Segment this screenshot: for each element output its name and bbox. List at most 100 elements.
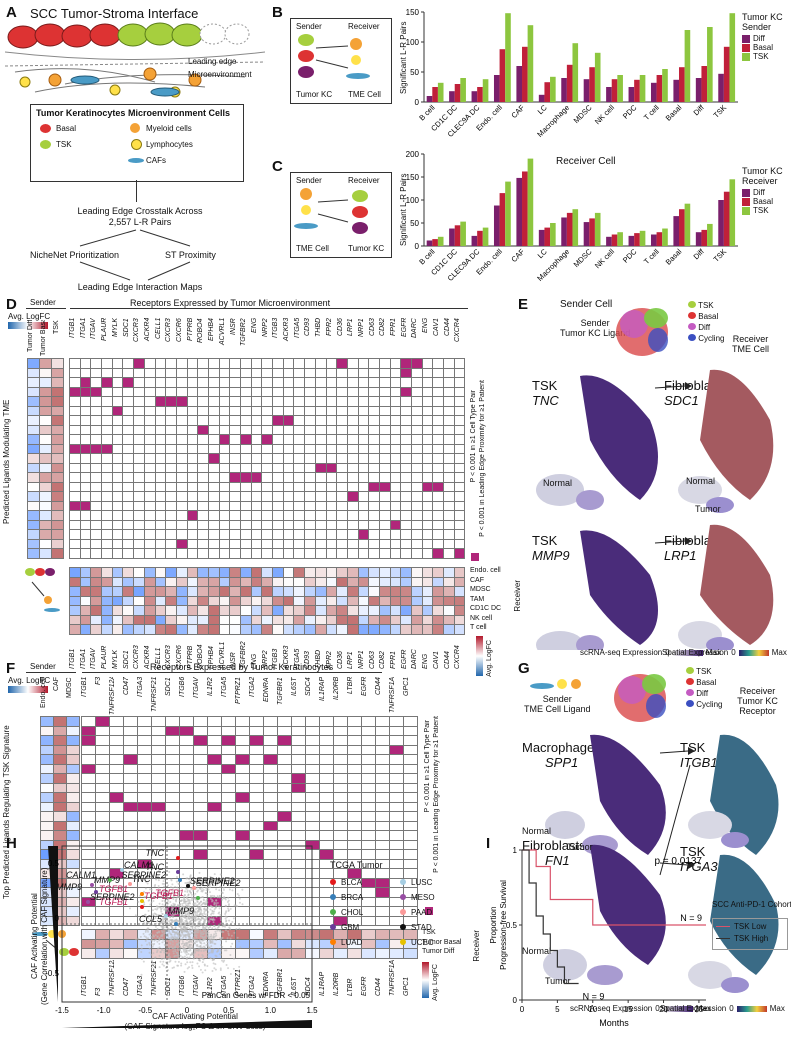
- interaction-cell: [144, 473, 156, 483]
- interaction-cell: [273, 387, 284, 397]
- interaction-cell: [70, 492, 81, 502]
- highlight-point: [196, 896, 200, 900]
- column-label: NRP1: [357, 318, 365, 337]
- receiver-cell: [110, 930, 124, 940]
- receiver-cell: [390, 625, 402, 635]
- interaction-cell: [454, 425, 466, 435]
- interaction-cell: [315, 454, 327, 464]
- row-label: Tumor Diff: [422, 948, 455, 955]
- receiver-cell: [250, 949, 264, 959]
- interaction-cell: [176, 397, 188, 407]
- interaction-cell: [222, 783, 236, 793]
- gene-point: [165, 951, 168, 954]
- gene-point: [210, 951, 213, 954]
- interaction-cell: [454, 482, 466, 492]
- gene-point: [143, 903, 146, 906]
- panel-g-tumor-label: Tumor: [567, 842, 593, 852]
- interaction-cell: [326, 397, 338, 407]
- interaction-cell: [82, 717, 96, 727]
- receiver-cell: [230, 606, 241, 616]
- interaction-cell: [305, 539, 316, 549]
- interaction-cell: [91, 549, 103, 559]
- interaction-cell: [315, 511, 327, 521]
- interaction-cell: [134, 463, 145, 473]
- column-label: EGFR: [361, 976, 368, 996]
- x-tick-label: MDSC: [572, 247, 594, 269]
- sender-cell: [54, 888, 67, 898]
- receiver-cell: [444, 577, 455, 587]
- gene-point: [176, 912, 179, 915]
- gene-point: [228, 919, 231, 922]
- gene-point: [183, 894, 186, 897]
- receiver-cell: [326, 568, 338, 578]
- gene-point: [215, 899, 218, 902]
- interaction-cell: [187, 511, 199, 521]
- bar-basal: [679, 209, 685, 246]
- receiver-cell: [222, 949, 236, 959]
- sender-cell: [41, 717, 54, 727]
- sender-cell: [54, 907, 67, 917]
- interaction-cell: [334, 859, 348, 869]
- interaction-cell: [306, 897, 320, 907]
- receiver-cell: [187, 568, 199, 578]
- interaction-cell: [166, 802, 180, 812]
- interaction-cell: [283, 387, 295, 397]
- interaction-cell: [80, 501, 92, 511]
- gene-point: [222, 879, 225, 882]
- gene-point: [145, 875, 148, 878]
- receiver-cell: [112, 577, 124, 587]
- interaction-cell: [208, 755, 222, 765]
- y-tick-label: 50: [410, 219, 419, 228]
- gene-point: [140, 944, 143, 947]
- gene-point: [190, 921, 193, 924]
- panel-d-legend-title: Avg. LogFC: [8, 312, 51, 321]
- interaction-cell: [379, 520, 391, 530]
- interaction-cell: [166, 378, 177, 388]
- receiver-cell: [444, 587, 455, 597]
- interaction-cell: [292, 850, 306, 860]
- gene-point: [176, 933, 179, 936]
- gene-point: [207, 884, 210, 887]
- interaction-cell: [337, 539, 348, 549]
- interaction-cell: [433, 416, 445, 426]
- gene-point: [166, 900, 169, 903]
- interaction-cell: [222, 726, 236, 736]
- row-label: TAM: [470, 595, 485, 603]
- interaction-cell: [348, 726, 362, 736]
- bar-basal: [544, 227, 551, 246]
- interaction-cell: [208, 520, 220, 530]
- interaction-cell: [155, 435, 167, 445]
- panel-h-x-title-2: (CAF Signature log₂FC Δ on CNV Loss): [124, 1022, 266, 1031]
- interaction-cell: [362, 755, 376, 765]
- receiver-cell: [241, 587, 252, 597]
- gene-point: [154, 908, 157, 911]
- gene-point: [160, 910, 163, 913]
- interaction-cell: [412, 444, 423, 454]
- interaction-cell: [305, 368, 316, 378]
- panel-b-legend-title2: Sender: [742, 22, 772, 32]
- panel-g-receiver: Receiver Tumor KC Receptor: [737, 686, 778, 716]
- gene-point: [187, 946, 190, 949]
- interaction-cell: [273, 425, 284, 435]
- interaction-cell: [292, 745, 306, 755]
- interaction-cell: [412, 463, 423, 473]
- gene-point: [205, 918, 208, 921]
- bar-basal: [611, 234, 618, 246]
- gene-point: [179, 903, 182, 906]
- interaction-cell: [412, 530, 423, 540]
- gene-point: [225, 963, 228, 966]
- interaction-cell: [134, 454, 145, 464]
- receiver-cell: [144, 625, 156, 635]
- receiver-cell: [433, 606, 445, 616]
- receiver-cell: [422, 577, 434, 587]
- gene-point: [163, 949, 166, 952]
- gene-point: [188, 941, 191, 944]
- gene-point: [155, 876, 158, 879]
- interaction-cell: [251, 359, 263, 369]
- receiver-cell: [262, 615, 274, 625]
- column-label: ITGA5: [293, 318, 301, 339]
- interaction-cell: [283, 511, 295, 521]
- gene-point: [171, 935, 174, 938]
- gene-point: [225, 929, 228, 932]
- gene-point: [210, 933, 213, 936]
